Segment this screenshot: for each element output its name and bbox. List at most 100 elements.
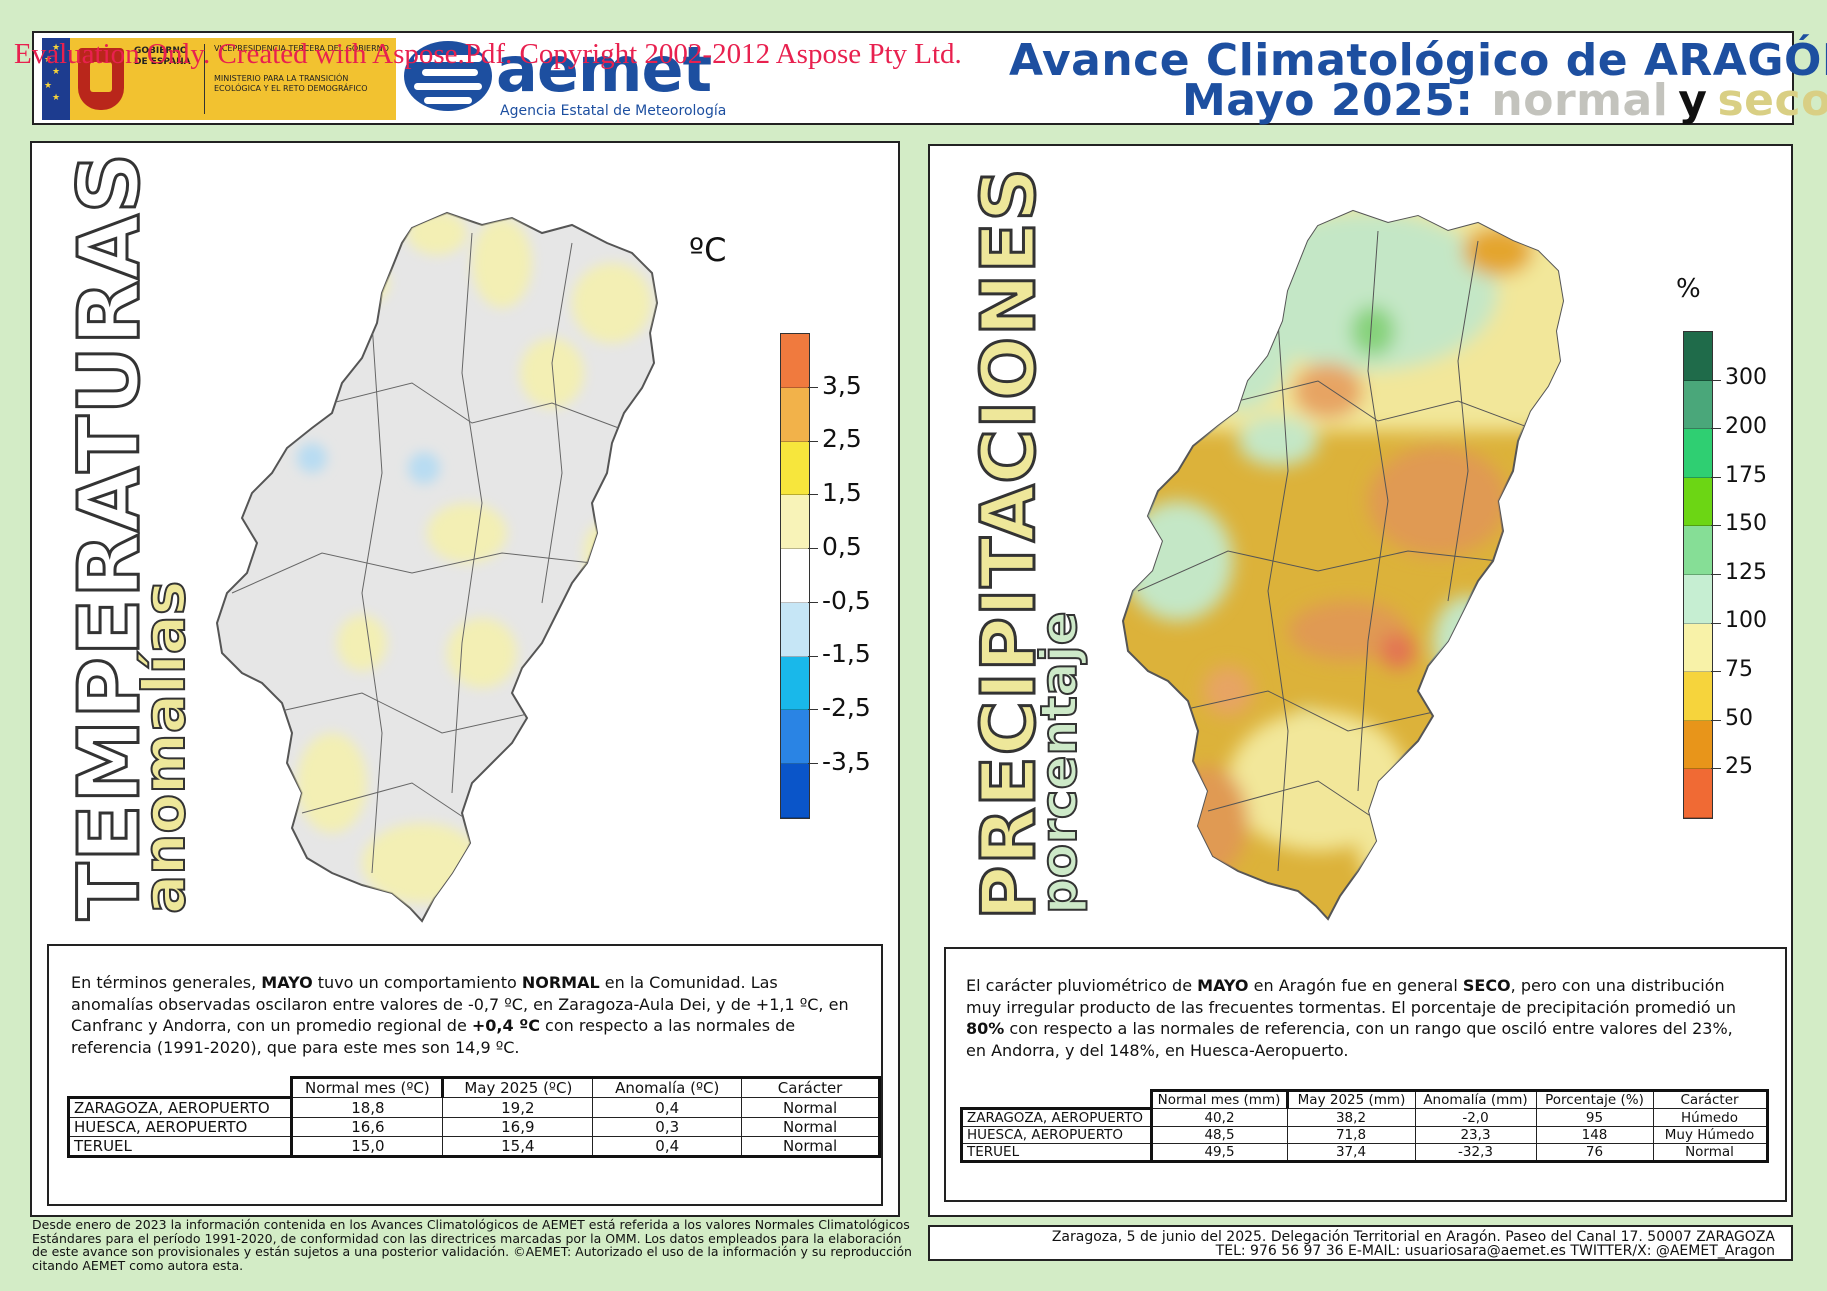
aemet-logo: aemet Agencia Estatal de Meteorología [404,33,744,123]
month-value: 71,8 [1286,1126,1416,1144]
legend-tick-mark [1711,768,1721,770]
eu-flag-icon: ★ ★ ★ ★ ★ [42,38,70,120]
precipitation-station-table: Normal mes (mm) May 2025 (mm) Anomalía (… [960,1089,1769,1163]
legend-color-band [1684,720,1712,770]
legend-color-band [1684,769,1712,818]
temperature-station-table: Normal mes (ºC) May 2025 (ºC) Anomalía (… [66,1076,881,1158]
temperature-color-legend [780,333,810,819]
legend-color-band [781,441,809,496]
normal-value: 48,5 [1149,1126,1288,1144]
normal-value: 16,6 [290,1117,444,1137]
precipitation-panel: PRECIPITACIONES porcentaje [928,144,1793,1217]
temperature-legend-ticks: 3,5 2,5 1,5 0,5 -0,5 -1,5 -2,5 -3,5 [808,333,912,819]
legend-tick-label: 200 [1725,413,1767,439]
anomaly-value: -32,3 [1414,1143,1537,1163]
report-header: ★ ★ ★ ★ ★ GOBIERNO DE ESPAÑA VICEPRESIDENC… [32,31,1827,126]
month-value: 16,9 [442,1117,594,1137]
aemet-wordmark: aemet [496,33,712,106]
legend-color-band [1684,380,1712,430]
legend-tick-label: 75 [1725,656,1753,682]
footer-address: Zaragoza, 5 de junio del 2025. Delegació… [1051,1229,1775,1245]
table-header-row: Normal mes (mm) May 2025 (mm) Anomalía (… [962,1089,1769,1109]
legend-tick-mark [808,655,818,657]
legend-tick-mark [808,763,818,765]
legend-tick-mark [808,601,818,603]
legend-tick-label: 0,5 [822,531,862,561]
table-header-cell: Normal mes (mm) [1149,1089,1289,1109]
temperature-anomaly-map [215,211,659,923]
legend-tick-label: -2,5 [822,693,871,723]
footer-contact: TEL: 976 56 97 36 E-MAIL: usuariosara@ae… [1215,1243,1775,1259]
footer-contact-box: Zaragoza, 5 de junio del 2025. Delegació… [928,1225,1793,1261]
character-value: Normal [741,1097,881,1118]
spain-coat-of-arms-icon [78,48,124,110]
legend-tick-label: 2,5 [822,424,862,454]
temperature-summary-box: En términos generales, MAYO tuvo un comp… [47,944,883,1206]
month-value: 38,2 [1286,1108,1416,1127]
anomaly-value: 0,3 [592,1117,743,1137]
legend-tick-label: -0,5 [822,585,871,615]
legend-color-band [781,334,809,388]
legend-tick-mark [808,548,818,550]
legend-tick-mark [808,386,818,388]
table-header-cell: May 2025 (ºC) [442,1076,594,1098]
station-name: TERUEL [960,1143,1152,1163]
legend-color-band [781,387,809,442]
footer-note: Desde enero de 2023 la información conte… [32,1217,912,1273]
legend-tick-mark [808,440,818,442]
legend-tick-mark [808,709,818,711]
legend-tick-label: 1,5 [822,478,862,508]
legend-color-band [1684,429,1712,478]
legend-tick-mark [808,494,818,496]
legend-color-band [1684,672,1712,721]
percent-value: 148 [1535,1126,1654,1144]
aemet-agency-name: Agencia Estatal de Meteorología [500,103,727,119]
character-value: Normal [741,1136,881,1158]
legend-tick-mark [1711,622,1721,624]
precipitation-legend-ticks: 300 200 175 150 125 100 75 50 25 [1711,331,1785,819]
legend-tick-label: 125 [1725,559,1767,585]
month-value: 19,2 [442,1097,594,1118]
table-header-cell: Normal mes (ºC) [290,1076,445,1098]
legend-tick-label: 175 [1725,462,1767,488]
legend-tick-mark [1711,574,1721,575]
station-name: HUESCA, AEROPUERTO [66,1117,293,1137]
legend-color-band [781,549,809,603]
legend-tick-label: -3,5 [822,746,871,776]
legend-tick-mark [1711,671,1721,673]
table-row: ZARAGOZA, AEROPUERTO 18,8 19,2 0,4 Norma… [66,1096,881,1118]
precipitation-summary-box: El carácter pluviométrico de MAYO en Ara… [944,947,1787,1202]
legend-tick-label: 25 [1725,754,1753,780]
table-row: TERUEL 15,0 15,4 0,4 Normal [66,1136,881,1158]
anomaly-value: 0,4 [592,1136,743,1158]
government-logo: ★ ★ ★ ★ ★ GOBIERNO DE ESPAÑA VICEPRESIDENC… [42,38,396,120]
character-value: Muy Húmedo [1652,1126,1769,1144]
government-label: GOBIERNO DE ESPAÑA [134,46,191,67]
legend-tick-mark [1711,476,1721,478]
table-header-cell: May 2025 (mm) [1286,1089,1416,1109]
legend-color-band [781,656,809,711]
character-value: Normal [1652,1143,1769,1163]
table-header-cell: Carácter [1652,1089,1769,1109]
table-row: HUESCA, AEROPUERTO 16,6 16,9 0,3 Normal [66,1117,881,1137]
legend-color-band [781,710,809,765]
legend-color-band [1684,332,1712,381]
table-header-cell: Anomalía (ºC) [592,1076,743,1098]
normal-value: 15,0 [290,1136,444,1158]
logo-divider [204,44,205,114]
normal-value: 49,5 [1149,1143,1288,1163]
legend-tick-label: 100 [1725,608,1767,634]
legend-tick-label: 150 [1725,511,1767,537]
legend-color-band [1684,574,1712,624]
subtitle-month: Mayo 2025: [1182,75,1474,126]
legend-tick-mark [1711,525,1721,527]
legend-color-band [781,602,809,657]
anomaly-value: 0,4 [592,1097,743,1118]
table-header-cell: Carácter [741,1076,881,1098]
legend-tick-label: -1,5 [822,639,871,669]
subtitle-conjunction: y [1678,75,1708,126]
table-row: ZARAGOZA, AEROPUERTO 40,2 38,2 -2,0 95 H… [960,1107,1769,1127]
normal-value: 18,8 [290,1097,444,1118]
subtitle-precipitation-character: seco [1717,75,1827,126]
report-title: Avance Climatológico de ARAGÓN [1009,35,1827,86]
